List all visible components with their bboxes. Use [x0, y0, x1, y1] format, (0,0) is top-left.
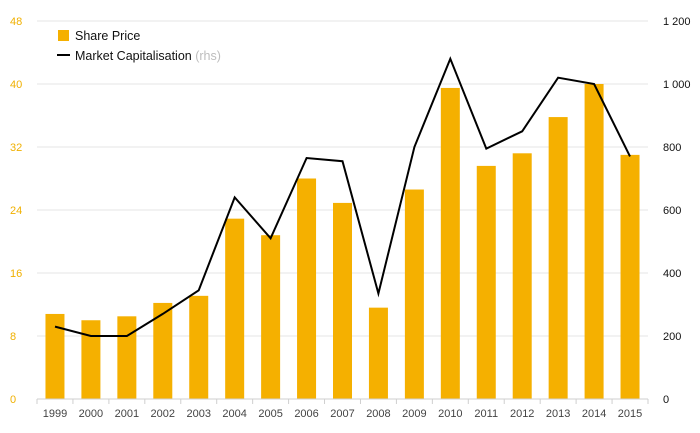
share-price-bar [584, 84, 604, 399]
share-price-bar [548, 117, 568, 399]
x-tick-label: 2013 [546, 408, 570, 420]
legend-rhs-suffix: (rhs) [195, 49, 221, 63]
share-price-bars [45, 84, 640, 399]
x-tick-label: 2014 [582, 408, 606, 420]
share-price-bar [333, 202, 352, 399]
right-tick-label: 1 000 [663, 79, 691, 91]
x-tick-label: 1999 [43, 408, 67, 420]
share-price-bar [117, 316, 137, 399]
right-tick-label: 400 [663, 268, 681, 280]
right-tick-label: 200 [663, 331, 681, 343]
share-price-bar [189, 295, 209, 399]
x-tick-label: 2002 [151, 408, 175, 420]
x-tick-label: 2010 [438, 408, 462, 420]
x-tick-label: 2012 [510, 408, 534, 420]
market-cap-line-group [54, 56, 631, 337]
left-tick-label: 24 [10, 205, 22, 217]
share-price-bar [45, 313, 65, 399]
left-tick-label: 48 [10, 16, 22, 28]
legend-label-share-price: Share Price [75, 29, 140, 43]
right-tick-label: 800 [663, 142, 681, 154]
share-price-bar [620, 154, 640, 399]
share-price-bar [368, 307, 388, 399]
legend-swatch-share-price [58, 30, 69, 41]
x-tick-label: 2000 [79, 408, 103, 420]
x-tick-label: 2011 [474, 408, 498, 420]
x-tick-label: 2001 [115, 408, 139, 420]
left-tick-label: 8 [10, 331, 16, 343]
share-price-bar [261, 235, 281, 399]
right-tick-label: 0 [663, 394, 669, 406]
share-price-bar [81, 320, 101, 399]
x-tick-label: 2009 [402, 408, 426, 420]
x-tick-label: 2003 [186, 408, 210, 420]
x-tick-label: 2006 [294, 408, 318, 420]
x-tick-label: 2007 [330, 408, 354, 420]
x-tick-label: 2008 [366, 408, 390, 420]
share-price-bar [225, 218, 245, 399]
left-tick-label: 0 [10, 394, 16, 406]
left-axis-ticks: 0 8 16 24 32 40 48 [10, 16, 22, 406]
left-tick-label: 32 [10, 142, 22, 154]
market-cap-line [54, 56, 631, 337]
x-axis: 1999 2000 2001 2002 2003 2004 2005 2006 2007 2008… [36, 398, 649, 420]
right-tick-label: 1 200 [663, 16, 691, 28]
share-price-bar [153, 302, 173, 399]
left-tick-label: 40 [10, 79, 22, 91]
left-tick-label: 16 [10, 268, 22, 280]
share-price-bar [440, 87, 460, 399]
share-price-bar [476, 165, 496, 399]
legend-label-market-cap: Market Capitalisation (rhs) [75, 49, 221, 63]
right-axis-ticks: 0 200 400 600 800 1 000 1 200 [663, 16, 691, 406]
share-price-bar [297, 178, 317, 399]
x-tick-label: 2015 [618, 408, 642, 420]
x-tick-label: 2004 [222, 408, 246, 420]
share-price-bar [404, 189, 424, 399]
x-tick-label: 2005 [258, 408, 282, 420]
share-price-bar [512, 153, 532, 399]
right-tick-label: 600 [663, 205, 681, 217]
legend: Share Price Market Capitalisation (rhs) [57, 29, 221, 63]
